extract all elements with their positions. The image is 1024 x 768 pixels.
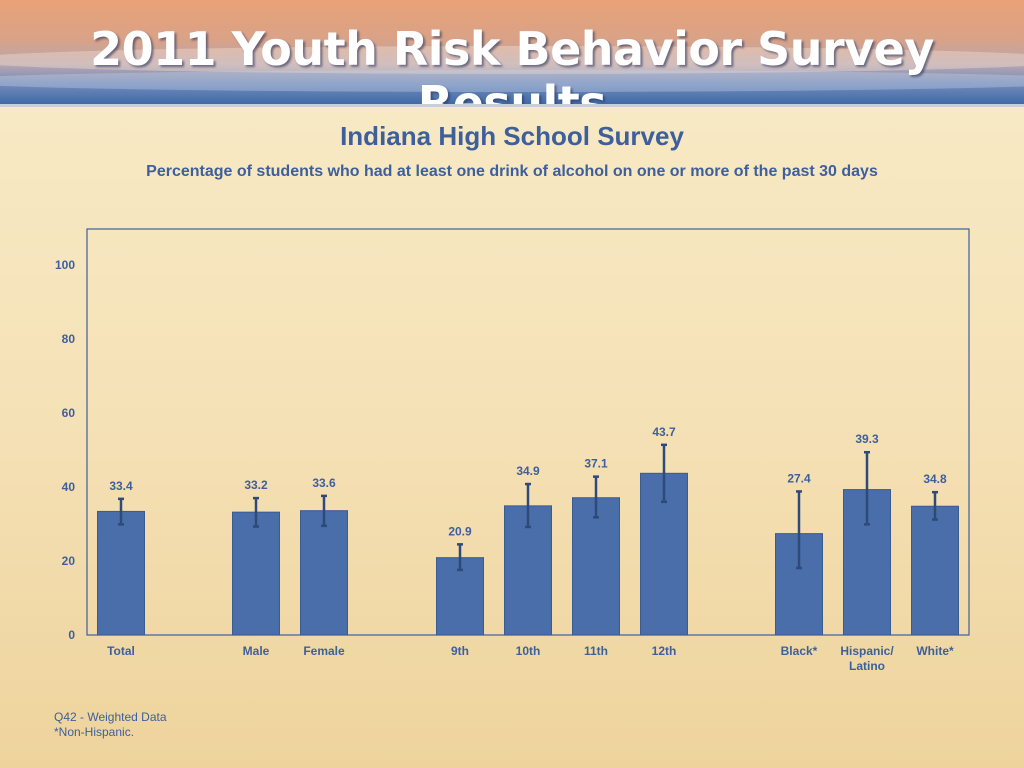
y-tick-label: 60 <box>62 406 76 420</box>
y-tick-label: 0 <box>68 628 75 642</box>
x-tick-label: Male <box>243 644 270 658</box>
y-tick-label: 40 <box>62 480 76 494</box>
x-tick-label: 12th <box>652 644 677 658</box>
data-label: 39.3 <box>855 432 879 446</box>
x-tick-label: Female <box>303 644 345 658</box>
banner-divider <box>0 104 1024 107</box>
x-tick-label: 10th <box>516 644 541 658</box>
x-tick-label: Hispanic/ <box>840 644 894 658</box>
chart-title: Indiana High School Survey <box>340 121 684 151</box>
chart-subtitle: Percentage of students who had at least … <box>146 163 878 180</box>
y-tick-label: 80 <box>62 332 76 346</box>
data-label: 33.4 <box>109 479 133 493</box>
title-banner: 2011 Youth Risk Behavior Survey Results <box>0 0 1024 104</box>
data-label: 33.2 <box>244 478 268 492</box>
data-label: 43.7 <box>652 425 676 439</box>
x-tick-label: Latino <box>849 659 885 673</box>
footnote-non-hispanic: *Non-Hispanic. <box>54 725 135 739</box>
banner-mist <box>0 70 1024 92</box>
bar <box>572 497 620 636</box>
footnote-weighted: Q42 - Weighted Data <box>54 710 167 724</box>
x-tick-label: Black* <box>781 644 818 658</box>
data-label: 20.9 <box>448 524 472 538</box>
x-tick-label: 11th <box>584 644 608 658</box>
bar <box>97 510 145 636</box>
banner-title: 2011 Youth Risk Behavior Survey Results <box>90 22 934 104</box>
y-tick-label: 100 <box>55 258 75 272</box>
data-label: 33.6 <box>312 476 336 490</box>
data-label: 34.9 <box>516 464 540 478</box>
data-label: 37.1 <box>584 457 608 471</box>
y-tick-label: 20 <box>62 554 76 568</box>
banner-mist <box>0 46 1024 74</box>
bar <box>300 510 348 636</box>
x-tick-label: Total <box>107 644 135 658</box>
bar <box>232 511 280 636</box>
data-label: 27.4 <box>787 471 811 485</box>
data-label: 34.8 <box>923 472 947 486</box>
bar <box>911 505 959 636</box>
x-tick-label: 9th <box>451 644 469 658</box>
x-tick-label: White* <box>916 644 954 658</box>
